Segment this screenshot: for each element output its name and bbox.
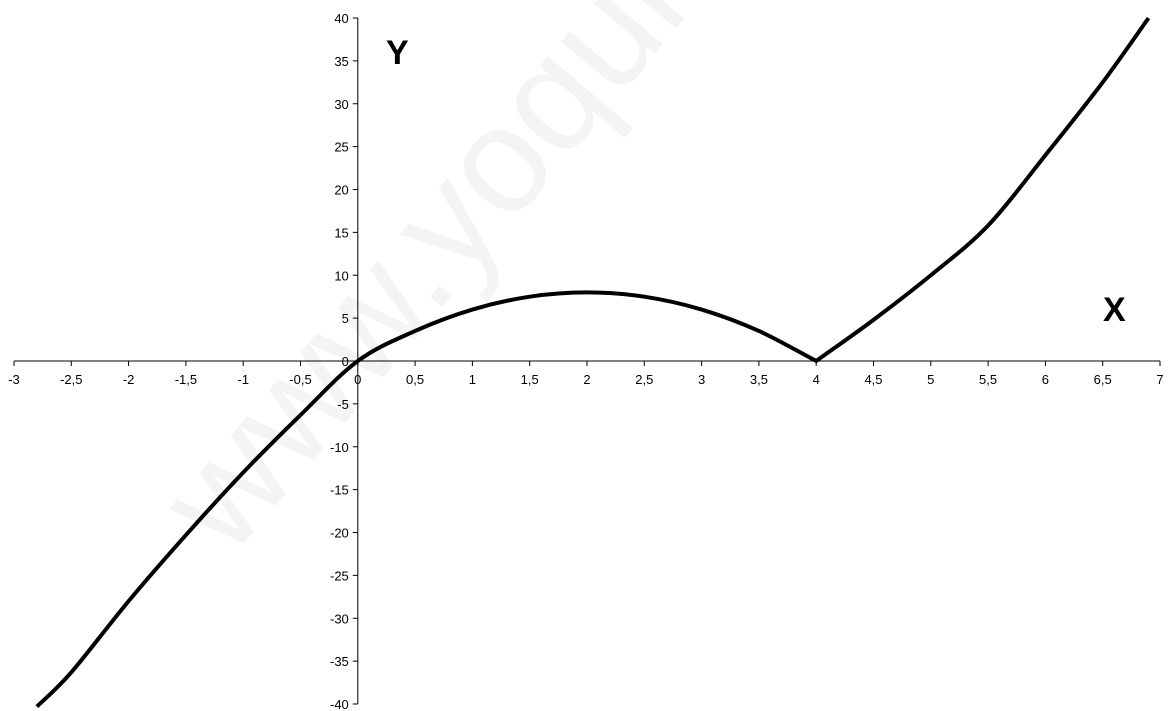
x-tick-label: 6,5	[1094, 372, 1112, 387]
series-layer	[35, 16, 1151, 708]
function-curve	[35, 16, 1151, 708]
x-axis-title: X	[1103, 291, 1126, 329]
y-tick-label: -10	[330, 440, 349, 455]
y-tick-label: 25	[334, 140, 348, 155]
x-tick-label: 2	[583, 372, 590, 387]
x-tick-label: 1,5	[521, 372, 539, 387]
x-tick-label: 4	[813, 372, 820, 387]
x-tick-label: -1,5	[175, 372, 197, 387]
y-tick-label: -15	[330, 483, 349, 498]
y-tick-label: -35	[330, 654, 349, 669]
y-axis-title: Y	[386, 34, 409, 72]
y-tick-label: 30	[334, 97, 348, 112]
y-tick-label: 20	[334, 183, 348, 198]
x-tick-label: 5,5	[979, 372, 997, 387]
x-tick-label: 0,5	[406, 372, 424, 387]
x-tick-label: 7	[1156, 372, 1163, 387]
x-tick-label: -3	[8, 372, 20, 387]
x-tick-label: 2,5	[635, 372, 653, 387]
x-tick-label: 6	[1042, 372, 1049, 387]
x-tick-label: 4,5	[864, 372, 882, 387]
y-tick-label: -25	[330, 568, 349, 583]
y-tick-label: 5	[342, 311, 349, 326]
x-tick-label: 3,5	[750, 372, 768, 387]
y-tick-label: -40	[330, 697, 349, 711]
x-tick-label: -2	[123, 372, 135, 387]
y-tick-label: 10	[334, 268, 348, 283]
y-tick-label: 0	[342, 354, 349, 369]
y-tick-label: -30	[330, 611, 349, 626]
x-tick-label: -0,5	[289, 372, 311, 387]
x-tick-label: -2,5	[60, 372, 82, 387]
x-tick-label: -1	[237, 372, 249, 387]
y-tick-label: 35	[334, 54, 348, 69]
y-ticks: -40 -35 -30 -25 -20 -15 -10 -5 0 5 10 15 20 25 30 35 40	[330, 11, 358, 711]
x-tick-label: 1	[469, 372, 476, 387]
y-tick-label: 40	[334, 11, 348, 26]
y-tick-label: -5	[337, 397, 349, 412]
x-tick-label: 5	[927, 372, 934, 387]
watermark-text: www.yoquiero	[125, 0, 855, 581]
y-tick-label: 15	[334, 225, 348, 240]
x-ticks: -3 -2,5 -2 -1,5 -1 -0,5 0 0,5 1 1,5 2 2,5 3 3,5 4 4,5 5 5…	[8, 361, 1164, 387]
x-tick-label: 3	[698, 372, 705, 387]
x-tick-label: 0	[354, 372, 361, 387]
y-tick-label: -20	[330, 526, 349, 541]
